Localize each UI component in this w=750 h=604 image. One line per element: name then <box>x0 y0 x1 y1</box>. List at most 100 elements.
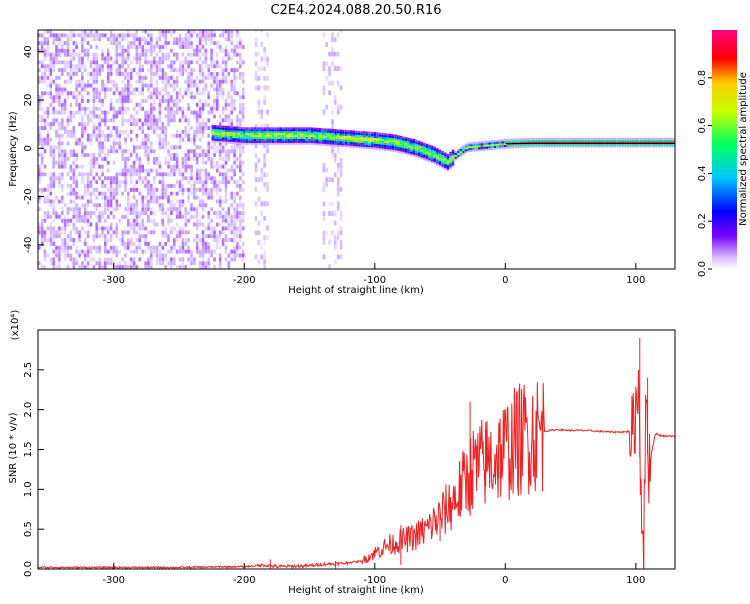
heatmap-cell <box>334 144 337 147</box>
heatmap-cell <box>336 206 340 211</box>
heatmap-cell <box>115 48 119 53</box>
heatmap-cell <box>187 33 190 38</box>
heatmap-cell <box>129 242 133 246</box>
heatmap-cell <box>269 131 272 134</box>
heatmap-cell <box>127 265 130 269</box>
heatmap-cell <box>135 222 139 227</box>
heatmap-cell <box>83 242 87 246</box>
heatmap-cell <box>480 147 483 150</box>
heatmap-cell <box>336 191 340 197</box>
heatmap-cell <box>213 180 216 185</box>
heatmap-cell <box>158 145 162 150</box>
heatmap-cell <box>184 176 188 181</box>
heatmap-cell <box>558 137 562 140</box>
heatmap-cell <box>144 137 147 142</box>
heatmap-cell <box>49 102 53 107</box>
heatmap-cell <box>221 149 225 154</box>
heatmap-cell <box>52 157 55 161</box>
heatmap-cell <box>49 91 53 96</box>
heatmap-cell <box>263 56 266 62</box>
heatmap-cell <box>621 139 624 142</box>
heatmap-cell <box>164 87 167 92</box>
heatmap-cell <box>121 191 124 196</box>
heatmap-cell <box>167 164 170 169</box>
heatmap-cell <box>263 143 266 149</box>
heatmap-cell <box>75 214 78 219</box>
heatmap-cell <box>548 145 551 148</box>
heatmap-cell <box>89 214 93 219</box>
heatmap-cell <box>121 95 124 100</box>
heatmap-cell <box>201 168 205 173</box>
heatmap-cell <box>397 135 400 138</box>
heatmap-cell <box>336 167 340 173</box>
heatmap-cell <box>336 254 340 260</box>
heatmap-cell <box>331 136 335 139</box>
heatmap-cell <box>121 230 124 235</box>
heatmap-cell <box>112 160 116 165</box>
heatmap-cell <box>271 142 275 145</box>
heatmap-cell <box>496 147 499 150</box>
heatmap-cell <box>49 83 53 88</box>
heatmap-cell <box>193 257 196 262</box>
heatmap-cell <box>239 187 242 192</box>
heatmap-cell <box>58 145 61 150</box>
heatmap-cell <box>175 83 179 88</box>
heatmap-cell <box>457 156 460 159</box>
heatmap-cell <box>412 152 416 155</box>
heatmap-cell <box>58 257 61 262</box>
heatmap-cell <box>318 131 322 134</box>
heatmap-cell <box>613 141 617 144</box>
heatmap-cell <box>428 148 431 151</box>
heatmap-cell <box>127 211 130 215</box>
heatmap-cell <box>201 30 205 34</box>
heatmap-cell <box>175 249 179 254</box>
heatmap-cell <box>213 226 216 231</box>
heatmap-cell <box>214 128 217 131</box>
heatmap-cell <box>132 203 136 208</box>
heatmap-cell <box>161 187 165 192</box>
heatmap-cell <box>236 242 239 246</box>
heatmap-cell <box>271 136 275 139</box>
heatmap-cell <box>124 245 127 250</box>
heatmap-cell <box>69 102 73 107</box>
heatmap-cell <box>360 134 363 137</box>
heatmap-cell <box>230 222 233 227</box>
heatmap-cell <box>115 191 119 196</box>
heatmap-cell <box>342 135 345 138</box>
heatmap-cell <box>325 104 328 110</box>
colorbar-tick-label: 0.8 <box>697 70 708 86</box>
heatmap-cell <box>66 118 70 123</box>
heatmap-cell <box>152 199 156 204</box>
heatmap-cell <box>334 129 337 132</box>
heatmap-cell <box>239 226 242 231</box>
heatmap-cell <box>104 249 107 254</box>
heatmap-cell <box>543 145 546 148</box>
heatmap-cell <box>141 91 144 96</box>
heatmap-cell <box>310 135 314 138</box>
heatmap-cell <box>423 152 426 155</box>
heatmap-cell <box>577 145 580 148</box>
heatmap-cell <box>193 153 196 157</box>
heatmap-cell <box>378 136 382 139</box>
heatmap-cell <box>522 145 525 148</box>
heatmap-cell <box>240 132 243 135</box>
heatmap-cell <box>310 127 314 130</box>
heatmap-cell <box>336 162 340 168</box>
heatmap-cell <box>112 141 116 146</box>
heatmap-cell <box>227 52 231 57</box>
heatmap-cell <box>420 141 423 144</box>
heatmap-cell <box>40 265 44 269</box>
heatmap-cell <box>336 144 340 147</box>
heatmap-cell <box>198 122 202 127</box>
heatmap-cell <box>207 68 210 72</box>
heatmap-cell <box>92 126 96 130</box>
heatmap-cell <box>46 214 50 219</box>
heatmap-cell <box>55 33 58 38</box>
heatmap-cell <box>147 218 150 223</box>
heatmap-cell <box>52 79 55 84</box>
heatmap-cell <box>218 230 222 235</box>
heatmap-cell <box>187 45 190 49</box>
heatmap-cell <box>40 218 44 223</box>
heatmap-cell <box>178 245 182 250</box>
heatmap-cell <box>545 139 549 142</box>
